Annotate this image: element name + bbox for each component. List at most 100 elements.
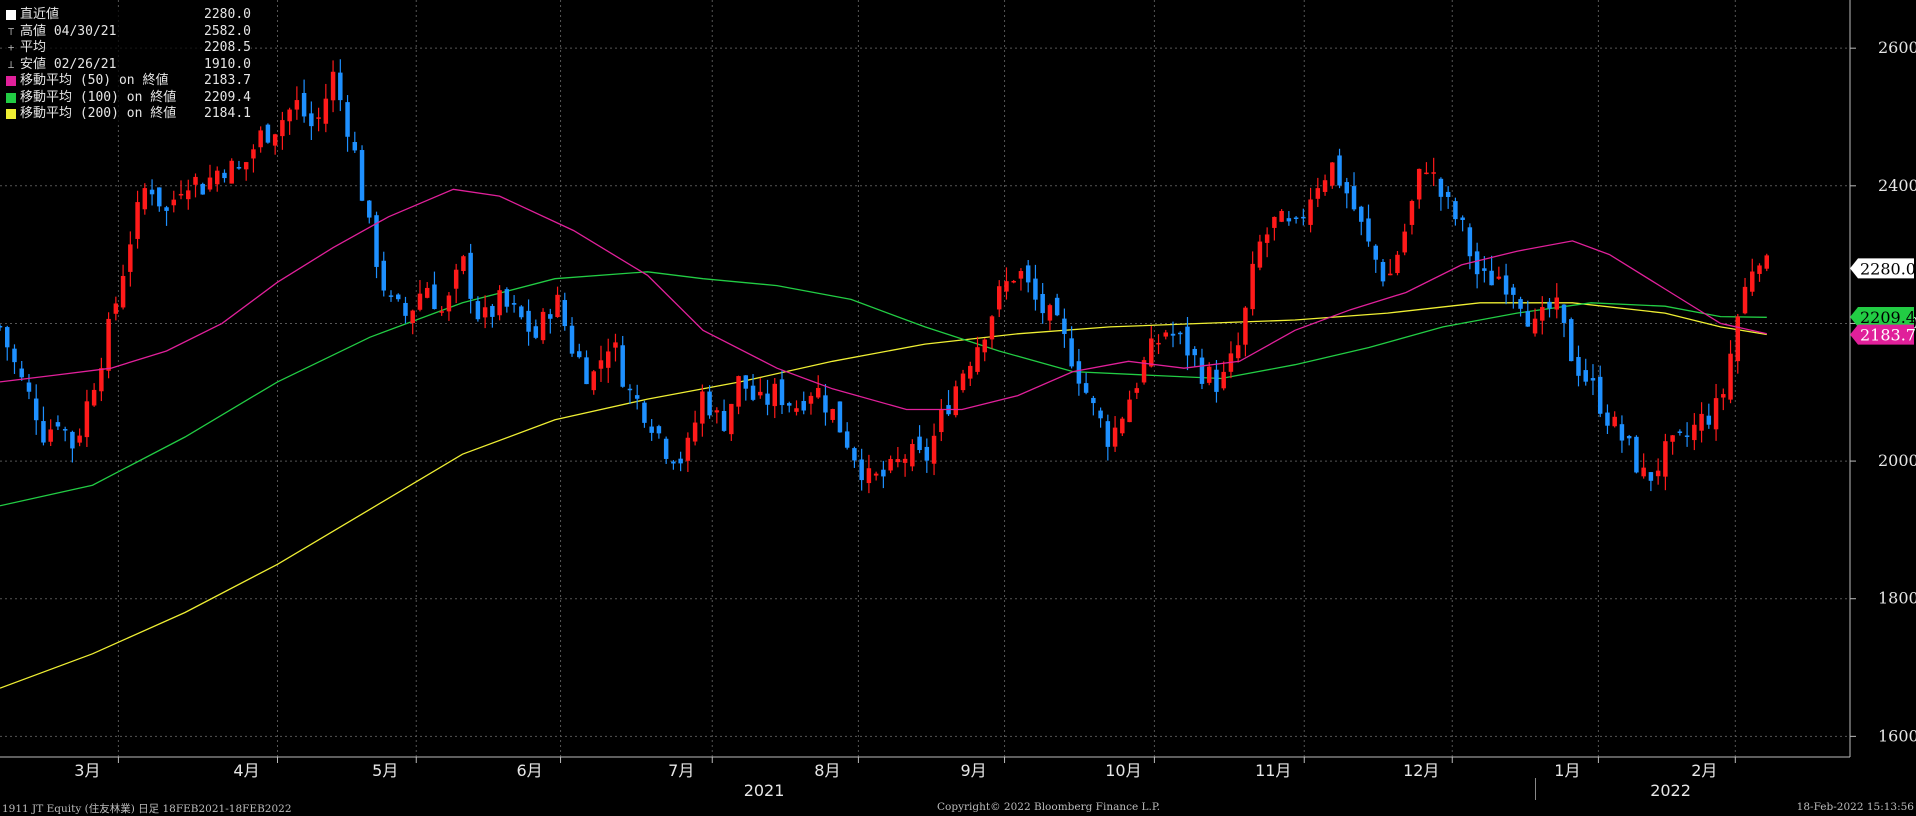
candle-body [1590, 378, 1596, 381]
candle-body [830, 409, 835, 420]
candle-body [540, 311, 546, 341]
candle-body [533, 326, 539, 338]
candle-body [1482, 268, 1487, 271]
candle-body [765, 393, 770, 405]
candle-body [1178, 332, 1183, 335]
candle-body [1583, 370, 1588, 382]
price-tag-label: 2209.4 [1860, 308, 1916, 327]
price-tag [1850, 306, 1914, 327]
candle-body [1373, 245, 1378, 260]
candle-body [352, 142, 358, 151]
legend-label: 移動平均 (50) on 終値 [20, 73, 169, 88]
candle-body [605, 351, 611, 368]
candle-body [272, 134, 278, 146]
x-tick-label: 8月 [814, 761, 840, 780]
candle-body [432, 284, 437, 310]
candle-body [424, 287, 430, 298]
candle-body [229, 160, 234, 184]
candle-body [280, 120, 285, 137]
candle-body [1163, 332, 1169, 337]
candle-body [772, 383, 777, 407]
candle-body [19, 368, 24, 378]
candle-body [1467, 227, 1473, 257]
candle-body [222, 172, 227, 179]
candle-body [265, 124, 271, 143]
candle-body [149, 189, 155, 195]
candle-body [1243, 307, 1248, 345]
candle-body [374, 215, 379, 267]
candle-body [1409, 201, 1415, 225]
legend-label: 高値 04/30/21 [20, 23, 117, 39]
candle-body [446, 295, 452, 312]
candle-body [1648, 472, 1654, 481]
candle-body [323, 98, 329, 124]
candle-body [678, 458, 683, 464]
candle-body [1206, 366, 1212, 383]
candle-body [1728, 353, 1733, 400]
footer-copyright: Copyright© 2022 Bloomberg Finance L.P. [937, 801, 1161, 813]
candle-body [1496, 276, 1502, 279]
candle-body [931, 435, 937, 464]
footer-timestamp: 18-Feb-2022 15:13:56 [1796, 801, 1914, 813]
candle-body [1062, 318, 1067, 334]
ma50-line [0, 188, 1767, 411]
candle-body [750, 385, 756, 400]
candle-body [852, 448, 857, 461]
candle-body [873, 473, 879, 476]
price-tag [1850, 258, 1914, 279]
candle-body [1105, 421, 1111, 447]
candle-body [1605, 412, 1610, 426]
candle-body [598, 360, 604, 369]
candle-body [62, 429, 68, 431]
candle-body [1750, 271, 1755, 292]
legend-swatch [6, 76, 16, 87]
candle-body [743, 375, 749, 389]
candle-body [1359, 206, 1364, 222]
x-tick-label: 6月 [516, 761, 542, 780]
candle-body [135, 202, 140, 239]
candle-body [519, 306, 524, 318]
candle-body [801, 400, 806, 411]
candle-body [779, 379, 785, 406]
candle-body [1576, 357, 1581, 376]
candle-body [649, 426, 654, 433]
legend-value: 2183.7 [204, 73, 251, 88]
candle-body [844, 431, 850, 448]
candle-body [1301, 216, 1306, 219]
candle-body [1351, 186, 1357, 210]
candle-body [1380, 261, 1386, 282]
candle-body [859, 459, 864, 481]
candle-body [1619, 424, 1625, 441]
legend-label: 安値 02/26/21 [20, 56, 117, 72]
x-tick-label: 7月 [668, 761, 694, 780]
candle-body [1141, 360, 1147, 383]
candle-body [577, 351, 582, 358]
candle-body [99, 368, 104, 392]
candle-body [1503, 275, 1509, 295]
candle-body [1098, 410, 1103, 419]
candle-body [1235, 345, 1241, 359]
candle-body [511, 303, 517, 305]
legend-row: 移動平均 (200) on 終値 2184.1 [5, 106, 251, 123]
candle-body [1366, 218, 1371, 242]
candle-body [330, 71, 336, 101]
year-label: 2021 [744, 781, 785, 800]
candle-body [989, 316, 995, 340]
candle-body [1706, 415, 1712, 425]
candle-body [207, 177, 213, 190]
candle-body [287, 109, 292, 122]
candle-body [555, 294, 560, 318]
candle-body [1286, 218, 1292, 222]
candle-body [359, 150, 365, 201]
candle-body [26, 382, 32, 392]
candle-body [70, 431, 75, 449]
legend-label: 平均 [20, 40, 47, 55]
candle-body [1033, 278, 1038, 300]
candle-body [866, 468, 872, 484]
candle-body [186, 190, 191, 200]
candle-body [1120, 418, 1125, 434]
candle-body [924, 446, 930, 461]
legend: 直近値 2280.0 ⊤ 高値 04/30/21 2582.0 + 平均 2208.5 ⊥ 安値 … [5, 7, 251, 123]
candle-body [128, 244, 133, 272]
candle-body [1395, 254, 1400, 274]
